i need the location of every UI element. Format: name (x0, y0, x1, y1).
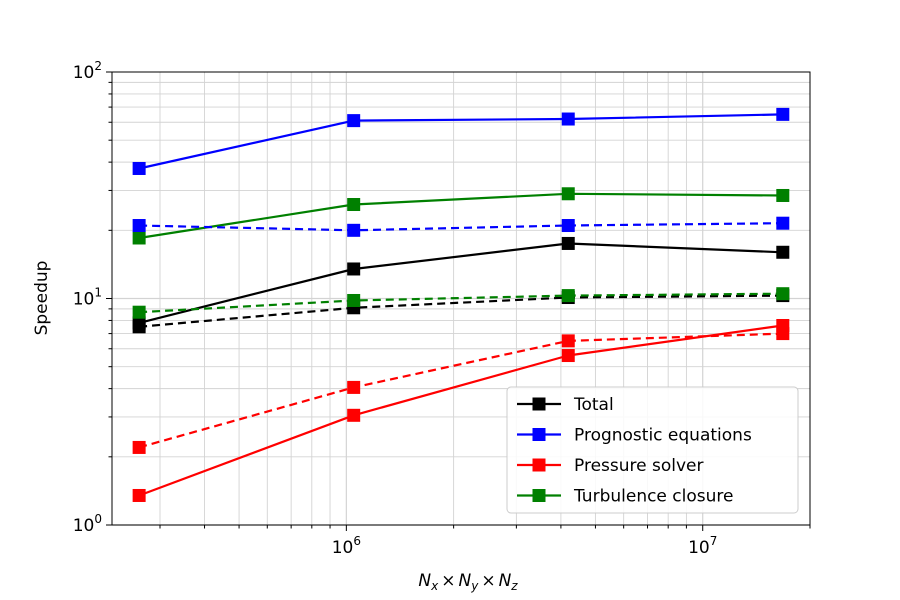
legend-label: Prognostic equations (574, 426, 752, 446)
y-tick-label: 102 (73, 59, 102, 83)
x-tick-label: 106 (332, 534, 361, 558)
axis-ticks: 106 107 100 101 102 (73, 59, 811, 558)
data-point (561, 112, 575, 126)
data-point (132, 305, 146, 319)
series-3 (132, 187, 790, 245)
y-tick-label: 101 (73, 286, 102, 310)
x-axis-label: Nx × Ny × Nz (418, 571, 518, 593)
series-line (138, 324, 783, 497)
series-line (138, 242, 783, 324)
y-axis-label: Speedup (32, 261, 52, 336)
series-line (139, 292, 783, 314)
data-point (347, 198, 361, 212)
x-tick-label: 107 (688, 534, 717, 558)
data-point (347, 380, 361, 394)
data-point (132, 440, 146, 454)
data-point (132, 320, 146, 334)
data-point (776, 188, 790, 202)
data-point (561, 334, 575, 348)
legend-marker (532, 489, 546, 502)
data-point (347, 262, 361, 276)
data-point (561, 236, 575, 250)
series-line (138, 332, 783, 449)
legend: Total Prognostic equations Pressure solver… (506, 386, 799, 514)
data-point (776, 327, 790, 341)
data-point (776, 107, 790, 121)
legend-label: Pressure solver (574, 456, 703, 476)
data-point (132, 231, 146, 245)
legend-marker (532, 428, 546, 441)
data-point (561, 187, 575, 201)
legend-label: Turbulence closure (573, 487, 733, 507)
legend-entries: Total Prognostic equations Pressure solver… (517, 395, 752, 507)
series-line (139, 294, 783, 328)
series-7 (132, 287, 790, 319)
data-point (776, 245, 790, 259)
series-line (138, 113, 783, 170)
data-point (561, 289, 575, 303)
series-1 (132, 107, 790, 175)
data-point (132, 161, 146, 175)
series-line (138, 192, 783, 240)
y-tick-label: 100 (73, 512, 102, 536)
data-series (132, 107, 790, 502)
series-2 (132, 318, 790, 502)
legend-box (506, 386, 799, 514)
series-6 (132, 327, 790, 454)
series-0 (132, 236, 790, 330)
series-5 (132, 216, 790, 237)
legend-marker (532, 397, 546, 411)
data-point (776, 287, 790, 301)
data-point (132, 488, 146, 502)
data-point (776, 216, 790, 230)
legend-label: Total (573, 395, 614, 415)
data-point (347, 223, 361, 237)
data-point (347, 408, 361, 422)
series-4 (132, 289, 790, 334)
data-point (347, 293, 361, 307)
data-point (561, 219, 575, 233)
data-point (347, 114, 361, 128)
series-line (139, 222, 783, 232)
legend-marker (532, 458, 546, 472)
data-point (561, 349, 575, 363)
data-point (132, 219, 146, 233)
